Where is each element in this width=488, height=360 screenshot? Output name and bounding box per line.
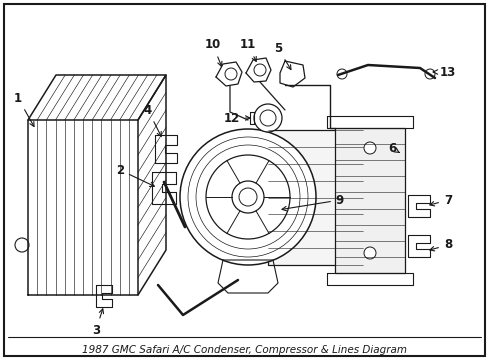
Circle shape: [363, 142, 375, 154]
Circle shape: [15, 238, 29, 252]
Text: 4: 4: [143, 104, 161, 136]
Text: 12: 12: [224, 112, 249, 125]
Circle shape: [224, 68, 237, 80]
Text: 13: 13: [432, 66, 455, 78]
Text: 1987 GMC Safari A/C Condenser, Compressor & Lines Diagram: 1987 GMC Safari A/C Condenser, Compresso…: [81, 345, 406, 355]
Text: 3: 3: [92, 309, 103, 337]
Text: 7: 7: [429, 194, 451, 207]
Text: 5: 5: [273, 41, 290, 69]
Text: 6: 6: [387, 141, 398, 154]
Circle shape: [253, 64, 265, 76]
Text: 10: 10: [204, 39, 222, 66]
Bar: [267, 130, 362, 265]
Text: 9: 9: [282, 194, 344, 211]
Text: 8: 8: [429, 238, 451, 252]
Text: 2: 2: [116, 163, 154, 186]
Circle shape: [205, 155, 289, 239]
Circle shape: [253, 104, 282, 132]
Bar: [334, 128, 404, 273]
Circle shape: [231, 181, 264, 213]
Text: 11: 11: [240, 39, 256, 62]
Text: 1: 1: [14, 91, 34, 126]
Circle shape: [336, 69, 346, 79]
Circle shape: [239, 188, 257, 206]
Circle shape: [424, 69, 434, 79]
Circle shape: [180, 129, 315, 265]
Circle shape: [363, 247, 375, 259]
Circle shape: [260, 110, 275, 126]
